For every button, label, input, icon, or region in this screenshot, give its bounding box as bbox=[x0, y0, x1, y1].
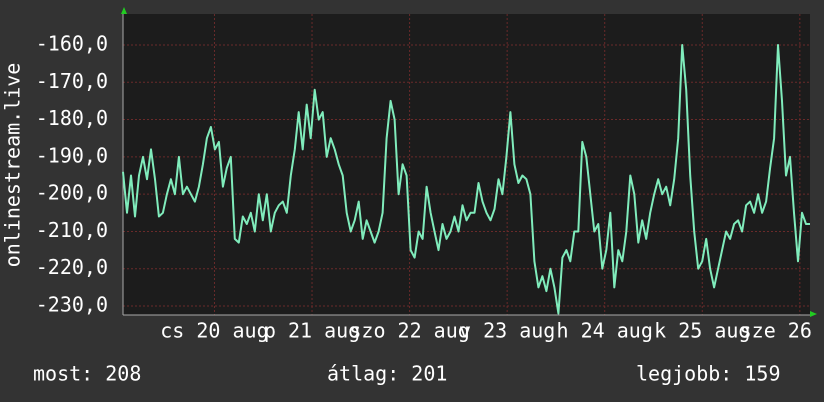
y-tick-label: -230,0 bbox=[36, 293, 108, 317]
data-line bbox=[122, 44, 810, 315]
y-tick-label: -180,0 bbox=[36, 106, 108, 130]
y-axis-label: onlinestream.live bbox=[1, 63, 25, 268]
x-tick-label: h 24 aug bbox=[557, 319, 653, 343]
labels: -160,0 -170,0 -180,0 -190,0 -200,0 -210,0 -220… bbox=[36, 31, 824, 342]
footer-best: legjobb: 159 bbox=[636, 362, 781, 386]
y-tick-label: -220,0 bbox=[36, 255, 108, 279]
footer-average: átlag: 201 bbox=[327, 362, 447, 386]
y-tick-label: -170,0 bbox=[36, 69, 108, 93]
x-tick-label: szo 22 aug bbox=[349, 319, 469, 343]
grid bbox=[122, 14, 810, 316]
plot bbox=[122, 44, 810, 315]
x-tick-label: k 25 aug bbox=[654, 319, 750, 343]
axis-arrow bbox=[121, 7, 127, 14]
y-tick-label: -210,0 bbox=[36, 218, 108, 242]
y-tick-label: -190,0 bbox=[36, 143, 108, 167]
footer-current: most: 208 bbox=[33, 362, 141, 386]
y-tick-label: -160,0 bbox=[36, 31, 108, 55]
x-tick-label: p 21 aug bbox=[264, 319, 360, 343]
x-tick-label: sze 26 aug bbox=[740, 319, 824, 343]
x-tick-label: cs 20 aug bbox=[160, 319, 268, 343]
x-tick-label: v 23 aug bbox=[459, 319, 555, 343]
y-tick-label: -200,0 bbox=[36, 181, 108, 205]
plot-area bbox=[123, 14, 810, 315]
axis-arrow bbox=[810, 311, 817, 317]
